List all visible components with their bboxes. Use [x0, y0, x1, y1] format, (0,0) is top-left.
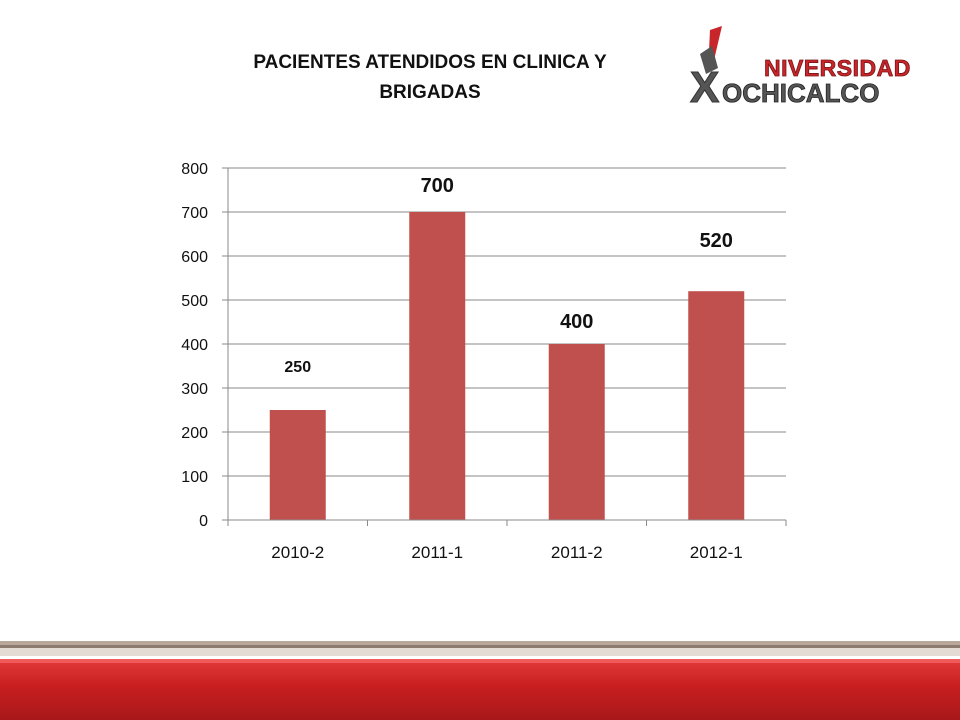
category-labels: 2010-2 2011-1 2011-2 2012-1 — [271, 543, 742, 562]
y-tick-label: 700 — [181, 205, 208, 222]
y-tick-label: 400 — [181, 337, 208, 354]
universidad-xochicalco-logo: X NIVERSIDAD OCHICALCO — [690, 26, 911, 108]
bars — [269, 212, 745, 520]
data-label-2010-2: 250 — [284, 359, 311, 376]
data-label-2011-2: 400 — [560, 311, 593, 333]
y-tick-label: 800 — [181, 161, 208, 178]
y-tick-labels: 0 100 200 300 400 500 600 700 800 — [181, 161, 208, 530]
x-category-label: 2011-2 — [551, 543, 603, 562]
y-tick-label: 600 — [181, 249, 208, 266]
x-category-label: 2012-1 — [690, 543, 743, 562]
x-category-label: 2010-2 — [271, 543, 324, 562]
y-tick-label: 500 — [181, 293, 208, 310]
footer-band-line-dark — [0, 645, 960, 648]
y-tick-label: 0 — [199, 513, 208, 530]
data-labels: 250 700 400 520 — [284, 175, 733, 376]
bar-chart: 0 100 200 300 400 500 600 700 800 250 700 400 520 2… — [181, 161, 787, 562]
axes — [222, 167, 787, 526]
bar-2010-2 — [269, 410, 326, 520]
chart-title-line-2: BRIGADAS — [379, 82, 481, 103]
logo-swoosh-dark — [700, 46, 718, 74]
logo-line-2: OCHICALCO — [722, 78, 879, 108]
data-label-2011-1: 700 — [421, 175, 454, 197]
bar-2011-1 — [409, 212, 466, 520]
y-tick-label: 300 — [181, 381, 208, 398]
footer-band-beige — [0, 648, 960, 656]
data-label-2012-1: 520 — [700, 230, 733, 252]
bar-2012-1 — [688, 291, 745, 520]
bar-2011-2 — [548, 344, 605, 520]
footer-band-line — [0, 641, 960, 645]
y-tick-label: 200 — [181, 425, 208, 442]
chart-title-line-1: PACIENTES ATENDIDOS EN CLINICA Y — [253, 52, 607, 73]
logo-x-letter: X — [690, 63, 719, 108]
x-category-label: 2011-1 — [411, 543, 463, 562]
footer-band-red — [0, 659, 960, 720]
y-tick-label: 100 — [181, 469, 208, 486]
logo-line-1: NIVERSIDAD — [764, 55, 911, 81]
chart-title: PACIENTES ATENDIDOS EN CLINICA Y BRIGADA… — [200, 48, 660, 108]
